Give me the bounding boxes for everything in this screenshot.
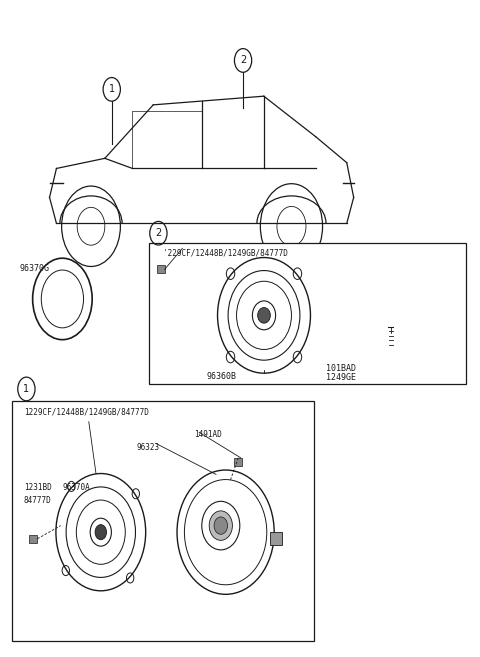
Text: 1229CF/12448B/1249GB/84777D: 1229CF/12448B/1249GB/84777D bbox=[24, 407, 149, 417]
Text: 1491AD: 1491AD bbox=[194, 430, 222, 440]
Text: 96370A: 96370A bbox=[62, 483, 90, 492]
Bar bbox=[157, 265, 165, 273]
Bar bbox=[234, 458, 241, 466]
FancyBboxPatch shape bbox=[12, 401, 314, 641]
Text: 101BAD: 101BAD bbox=[326, 363, 356, 373]
Text: '229CF/12448B/1249GB/84777D: '229CF/12448B/1249GB/84777D bbox=[163, 248, 288, 258]
Ellipse shape bbox=[209, 511, 232, 540]
FancyBboxPatch shape bbox=[149, 243, 466, 384]
Text: 1: 1 bbox=[24, 384, 29, 394]
Text: 1249GE: 1249GE bbox=[326, 373, 356, 382]
Bar bbox=[29, 535, 37, 543]
Text: 2: 2 bbox=[155, 228, 162, 238]
Text: 1: 1 bbox=[108, 84, 115, 95]
Ellipse shape bbox=[214, 517, 228, 534]
Text: 2: 2 bbox=[240, 55, 246, 66]
Text: 96360B: 96360B bbox=[206, 372, 236, 381]
Ellipse shape bbox=[258, 307, 270, 323]
Bar bbox=[270, 532, 282, 545]
Text: 1231BD: 1231BD bbox=[24, 483, 52, 492]
Ellipse shape bbox=[95, 525, 107, 539]
Text: 96370G: 96370G bbox=[19, 263, 49, 273]
Text: 96323: 96323 bbox=[137, 443, 160, 453]
Text: 84777D: 84777D bbox=[24, 496, 52, 505]
